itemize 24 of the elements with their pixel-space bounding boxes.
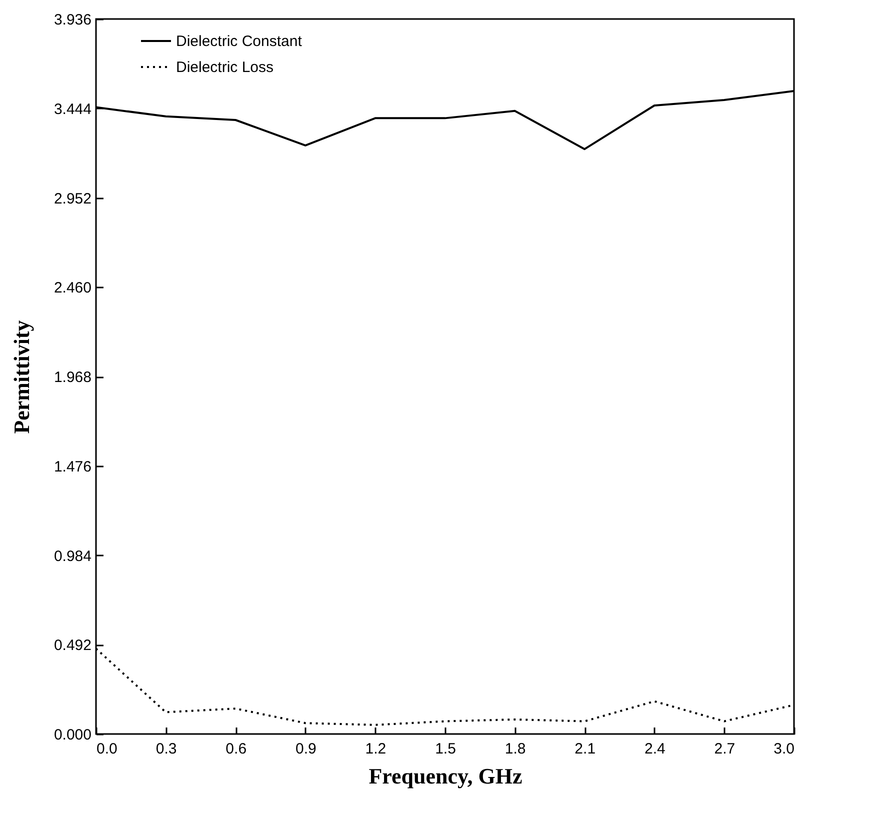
x-axis-title: Frequency, GHz	[368, 764, 523, 788]
x-tick-label: 3.0	[774, 740, 794, 758]
x-tick-label: 2.1	[574, 740, 596, 758]
legend-label: Dielectric Constant	[176, 33, 303, 50]
y-tick-label: 1.476	[54, 458, 92, 476]
x-tick-label: 1.2	[365, 740, 386, 758]
x-tick-label: 2.4	[644, 740, 666, 758]
legend-label: Dielectric Loss	[176, 59, 274, 76]
y-tick-label: 1.968	[54, 369, 92, 386]
y-tick-label: 3.444	[54, 100, 92, 118]
x-tick-label: 0.0	[96, 740, 118, 758]
y-tick-label: 0.000	[54, 726, 92, 744]
y-tick-label: 2.952	[54, 190, 92, 208]
y-tick-label: 0.492	[54, 637, 92, 654]
y-axis-title: Permittivity	[8, 320, 34, 434]
x-tick-label: 2.7	[714, 740, 736, 758]
x-tick-label: 1.8	[504, 740, 526, 758]
x-tick-label: 0.3	[156, 740, 177, 758]
y-tick-label: 0.984	[54, 548, 92, 565]
x-tick-label: 0.9	[295, 740, 316, 758]
y-tick-label: 3.936	[54, 12, 92, 28]
y-tick-label: 2.460	[54, 280, 92, 297]
x-tick-label: 1.5	[435, 740, 456, 758]
x-tick-label: 0.6	[226, 740, 247, 758]
